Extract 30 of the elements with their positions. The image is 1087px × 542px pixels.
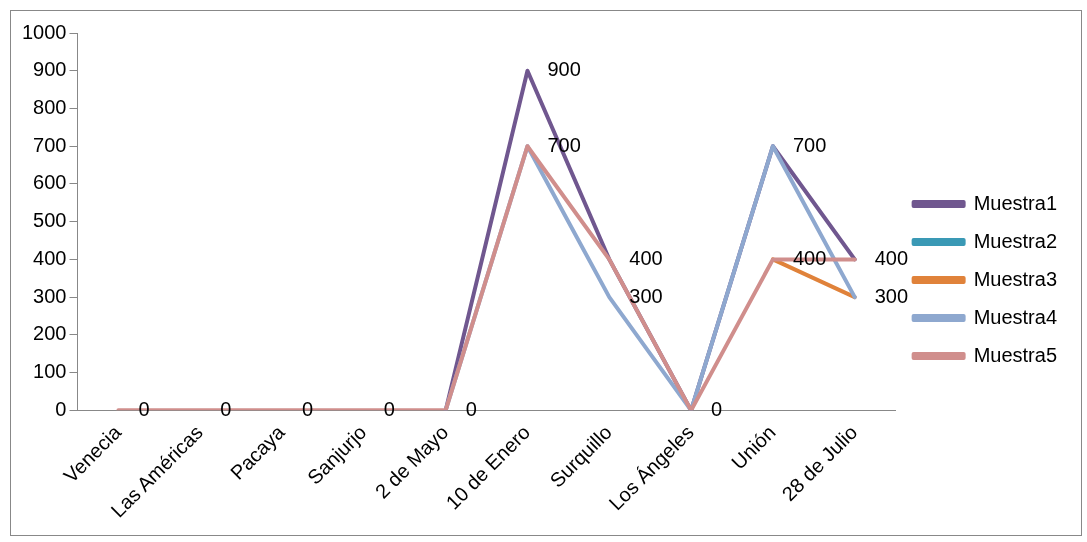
y-tick-label: 700: [33, 133, 67, 156]
y-tick-label: 200: [33, 322, 67, 345]
y-tick-label: 600: [33, 171, 67, 194]
legend-label: Muestra5: [973, 343, 1058, 366]
data-label: 0: [711, 397, 723, 420]
x-tick-label: 28 de Julio: [777, 421, 862, 505]
data-label: 0: [302, 397, 314, 420]
legend-label: Muestra2: [973, 229, 1058, 252]
data-label: 400: [792, 246, 827, 269]
y-tick-label: 300: [33, 284, 67, 307]
data-label: 400: [874, 246, 909, 269]
legend-label: Muestra4: [973, 305, 1058, 328]
y-tick-label: 1000: [21, 20, 67, 43]
y-tick-label: 900: [33, 58, 67, 81]
y-tick-label: 0: [55, 397, 67, 420]
data-label: 0: [220, 397, 232, 420]
data-label: 0: [138, 397, 150, 420]
y-tick-label: 800: [33, 95, 67, 118]
y-tick-label: 500: [33, 209, 67, 232]
data-label: 0: [383, 397, 395, 420]
data-label: 0: [465, 397, 477, 420]
data-label: 700: [792, 133, 827, 156]
data-label: 400: [629, 246, 663, 269]
y-tick-label: 400: [33, 246, 67, 269]
data-label: 900: [547, 58, 581, 81]
legend-label: Muestra1: [973, 191, 1058, 214]
data-label: 300: [629, 284, 663, 307]
legend-label: Muestra3: [973, 267, 1058, 290]
data-label: 300: [874, 284, 909, 307]
y-tick-label: 100: [33, 360, 67, 383]
